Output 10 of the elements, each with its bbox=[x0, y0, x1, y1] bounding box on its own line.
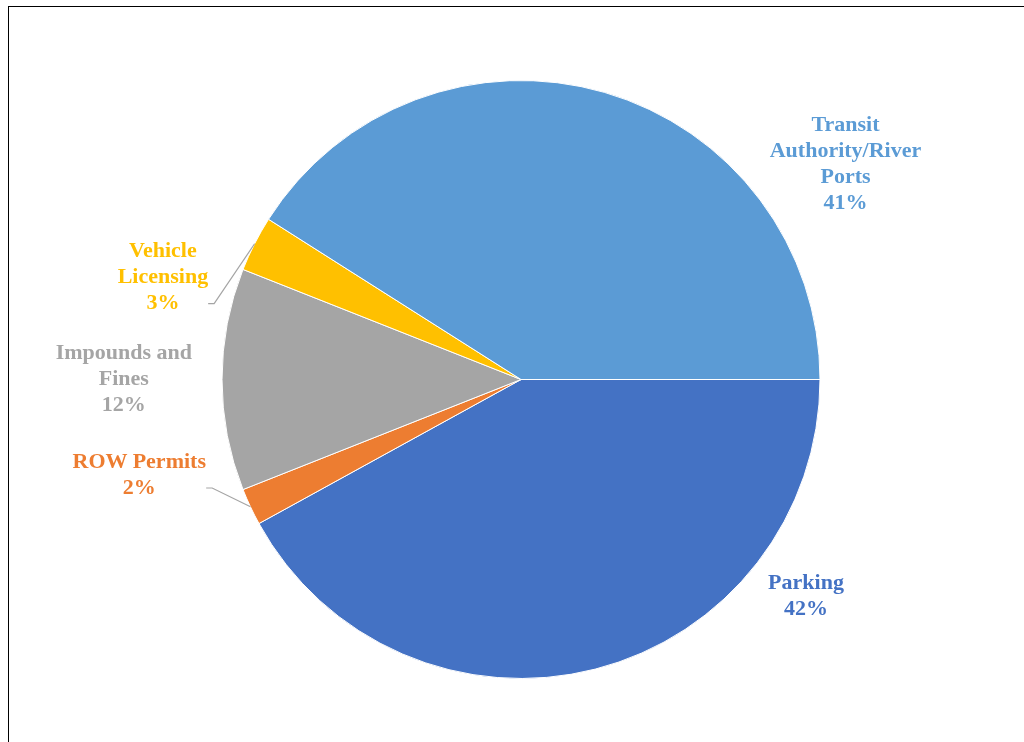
data-label: 2% bbox=[122, 473, 156, 499]
data-label: 12% bbox=[101, 391, 146, 417]
data-label: 41% bbox=[823, 188, 868, 214]
slice-label: Vehicle Licensing bbox=[117, 237, 209, 289]
slice-label: Impounds and Fines bbox=[55, 339, 193, 391]
slice-label: Parking bbox=[768, 569, 844, 595]
data-label: 3% bbox=[146, 289, 180, 315]
data-label: 42% bbox=[784, 595, 828, 621]
slice-label: ROW Permits bbox=[72, 447, 207, 473]
slice-label: Transit Authority/River Ports bbox=[769, 110, 922, 188]
